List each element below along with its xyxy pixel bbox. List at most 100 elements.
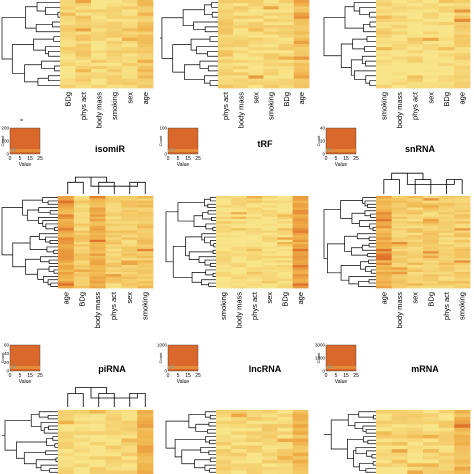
heatmap-cell xyxy=(423,81,440,86)
heatmap-cell xyxy=(454,417,471,422)
heatmap-cell xyxy=(246,456,263,461)
heatmap-cell xyxy=(121,251,138,254)
heatmap-cell xyxy=(423,424,440,429)
heatmap-cell xyxy=(246,445,263,450)
heatmap-cell xyxy=(391,50,408,54)
heatmap-cell xyxy=(438,81,455,86)
heatmap-cell xyxy=(391,9,408,13)
heatmap-cell xyxy=(423,50,440,54)
heatmap-cell xyxy=(218,66,234,70)
heatmap-cell xyxy=(105,269,122,273)
heatmap-cell xyxy=(121,456,138,461)
key-xtick: 25 xyxy=(195,156,201,162)
heatmap-cell xyxy=(293,78,310,83)
heatmap-cell xyxy=(248,25,264,29)
dendrogram-branch xyxy=(210,240,216,246)
panel-title: lncRNA xyxy=(249,364,282,374)
heatmap-cell xyxy=(438,12,455,17)
heatmap-cell xyxy=(58,276,75,280)
top-dendrogram-branch xyxy=(414,179,432,194)
heatmap-cell xyxy=(105,219,122,222)
heatmap-cell xyxy=(246,470,263,474)
heatmap-cell xyxy=(438,69,455,73)
heatmap-cell xyxy=(106,40,123,45)
heatmap-cell xyxy=(262,463,278,468)
heatmap-cell xyxy=(137,438,154,443)
heatmap-cell xyxy=(60,28,76,32)
heatmap-cell xyxy=(376,431,393,436)
heatmap-cell xyxy=(292,424,309,429)
heatmap-cell xyxy=(438,232,455,236)
heatmap-cell xyxy=(407,225,424,229)
heatmap-cell xyxy=(137,12,154,17)
heatmap-cell xyxy=(121,445,138,450)
heatmap-cell xyxy=(58,283,75,287)
heatmap-cell xyxy=(58,442,75,446)
column-label: body mass xyxy=(93,292,102,329)
heatmap-cell xyxy=(91,62,107,67)
heatmap-cell xyxy=(438,442,455,446)
heatmap-cell xyxy=(91,84,107,89)
heatmap-cell xyxy=(262,196,278,199)
column-label: phys act xyxy=(79,91,88,120)
heatmap-cell xyxy=(121,212,138,215)
heatmap-cell xyxy=(262,283,278,287)
heatmap-cell xyxy=(391,66,408,70)
heatmap-cell xyxy=(407,37,424,42)
heatmap-cell xyxy=(58,267,75,270)
heatmap-cell xyxy=(91,34,107,39)
color-key-band xyxy=(168,149,198,152)
heatmap-cell xyxy=(277,431,294,436)
heatmap-cell xyxy=(407,223,424,227)
top-dendrogram-branch xyxy=(406,173,455,185)
heatmap-cell xyxy=(293,53,310,57)
heatmap-cell xyxy=(376,281,393,284)
heatmap-cell xyxy=(376,427,393,432)
dendrogram-branch xyxy=(327,243,345,274)
heatmap-cell xyxy=(246,281,263,284)
key-ytick: 0 xyxy=(164,369,167,374)
heatmap-cell xyxy=(376,265,393,268)
heatmap-cell xyxy=(233,12,249,17)
dendrogram-branch xyxy=(347,438,364,460)
heatmap-cell xyxy=(391,75,408,79)
heatmap-cell xyxy=(263,9,280,13)
dendrogram-branch xyxy=(362,425,376,432)
heatmap-cell xyxy=(105,198,122,201)
heatmap-cell xyxy=(438,207,455,211)
heatmap-cell xyxy=(137,466,154,471)
heatmap-cell xyxy=(73,449,91,454)
heatmap-cell xyxy=(278,47,295,51)
heatmap-cell xyxy=(454,212,471,215)
heatmap-cell xyxy=(122,3,138,7)
heatmap-cell xyxy=(218,84,234,89)
heatmap-cell xyxy=(277,413,294,418)
heatmap-cell xyxy=(216,271,232,275)
heatmap-cell xyxy=(58,265,75,268)
heatmap-cell xyxy=(376,442,393,446)
heatmap-cell xyxy=(438,438,455,443)
heatmap-cell xyxy=(407,69,424,73)
dendrogram-branch xyxy=(45,450,58,455)
heatmap-cell xyxy=(60,72,76,76)
dendrogram-branch xyxy=(181,449,201,465)
heatmap-cell xyxy=(292,459,309,464)
heatmap-cell xyxy=(58,219,75,222)
heatmap-cell xyxy=(60,62,76,67)
heatmap-cell xyxy=(423,47,440,51)
dendrogram-branch xyxy=(370,213,376,218)
heatmap-cell xyxy=(106,53,123,57)
heatmap-cell xyxy=(292,212,309,215)
dendrogram-branch xyxy=(370,269,376,274)
dendrogram-branch xyxy=(165,211,178,263)
heatmap-cell xyxy=(278,75,295,79)
heatmap-cell xyxy=(277,253,294,257)
heatmap-cell xyxy=(137,230,154,234)
color-key-band xyxy=(10,149,40,152)
heatmap-cell xyxy=(391,209,408,213)
heatmap-cell xyxy=(75,75,92,79)
heatmap-cell xyxy=(121,470,138,474)
heatmap-cell xyxy=(376,258,393,261)
heatmap-cell xyxy=(407,56,424,61)
key-ylabel: Count xyxy=(316,352,321,364)
